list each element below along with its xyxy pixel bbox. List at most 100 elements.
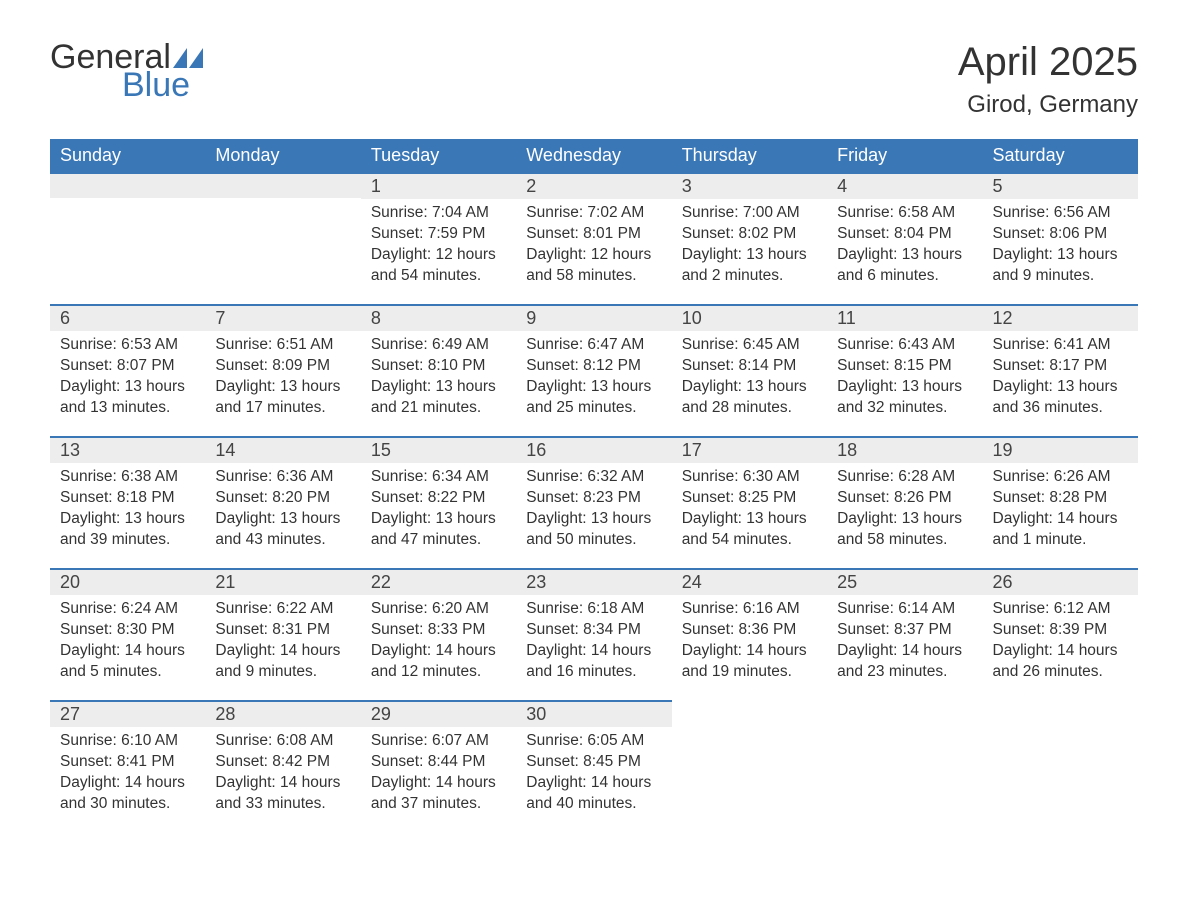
sunset-text: Sunset: 8:41 PM xyxy=(60,752,195,773)
sunrise-text: Sunrise: 6:53 AM xyxy=(60,335,195,356)
day-number: 21 xyxy=(205,568,360,595)
calendar-day-empty xyxy=(672,700,827,832)
sunset-text: Sunset: 8:37 PM xyxy=(837,620,972,641)
calendar-week: 13Sunrise: 6:38 AMSunset: 8:18 PMDayligh… xyxy=(50,436,1138,568)
sunrise-text: Sunrise: 7:04 AM xyxy=(371,203,506,224)
daylight-text: Daylight: 13 hours and 6 minutes. xyxy=(837,245,972,287)
sunset-text: Sunset: 8:36 PM xyxy=(682,620,817,641)
sunset-text: Sunset: 8:12 PM xyxy=(526,356,661,377)
day-header: Thursday xyxy=(672,139,827,172)
calendar-day: 25Sunrise: 6:14 AMSunset: 8:37 PMDayligh… xyxy=(827,568,982,700)
calendar-day: 12Sunrise: 6:41 AMSunset: 8:17 PMDayligh… xyxy=(983,304,1138,436)
sunrise-text: Sunrise: 7:02 AM xyxy=(526,203,661,224)
logo-word-2: Blue xyxy=(50,68,203,102)
daylight-text: Daylight: 13 hours and 2 minutes. xyxy=(682,245,817,287)
daylight-text: Daylight: 13 hours and 54 minutes. xyxy=(682,509,817,551)
daylight-text: Daylight: 13 hours and 28 minutes. xyxy=(682,377,817,419)
day-content: Sunrise: 6:58 AMSunset: 8:04 PMDaylight:… xyxy=(827,199,982,293)
sunrise-text: Sunrise: 6:32 AM xyxy=(526,467,661,488)
sunrise-text: Sunrise: 6:58 AM xyxy=(837,203,972,224)
sunrise-text: Sunrise: 6:24 AM xyxy=(60,599,195,620)
calendar-week: 6Sunrise: 6:53 AMSunset: 8:07 PMDaylight… xyxy=(50,304,1138,436)
day-content: Sunrise: 6:45 AMSunset: 8:14 PMDaylight:… xyxy=(672,331,827,425)
calendar-day: 16Sunrise: 6:32 AMSunset: 8:23 PMDayligh… xyxy=(516,436,671,568)
sunset-text: Sunset: 8:15 PM xyxy=(837,356,972,377)
daylight-text: Daylight: 14 hours and 16 minutes. xyxy=(526,641,661,683)
day-content: Sunrise: 6:34 AMSunset: 8:22 PMDaylight:… xyxy=(361,463,516,557)
daylight-text: Daylight: 13 hours and 9 minutes. xyxy=(993,245,1128,287)
daylight-text: Daylight: 13 hours and 13 minutes. xyxy=(60,377,195,419)
day-number: 24 xyxy=(672,568,827,595)
day-content: Sunrise: 6:07 AMSunset: 8:44 PMDaylight:… xyxy=(361,727,516,821)
sunset-text: Sunset: 8:28 PM xyxy=(993,488,1128,509)
sunrise-text: Sunrise: 6:49 AM xyxy=(371,335,506,356)
title-block: April 2025 Girod, Germany xyxy=(958,40,1138,119)
day-content: Sunrise: 6:08 AMSunset: 8:42 PMDaylight:… xyxy=(205,727,360,821)
day-content: Sunrise: 7:00 AMSunset: 8:02 PMDaylight:… xyxy=(672,199,827,293)
day-header-row: SundayMondayTuesdayWednesdayThursdayFrid… xyxy=(50,139,1138,172)
sunset-text: Sunset: 8:20 PM xyxy=(215,488,350,509)
day-content: Sunrise: 6:32 AMSunset: 8:23 PMDaylight:… xyxy=(516,463,671,557)
calendar-day: 14Sunrise: 6:36 AMSunset: 8:20 PMDayligh… xyxy=(205,436,360,568)
sunrise-text: Sunrise: 6:43 AM xyxy=(837,335,972,356)
calendar-day-empty xyxy=(50,172,205,304)
calendar-day: 23Sunrise: 6:18 AMSunset: 8:34 PMDayligh… xyxy=(516,568,671,700)
calendar-week: 1Sunrise: 7:04 AMSunset: 7:59 PMDaylight… xyxy=(50,172,1138,304)
sunrise-text: Sunrise: 7:00 AM xyxy=(682,203,817,224)
day-number: 10 xyxy=(672,304,827,331)
daylight-text: Daylight: 13 hours and 50 minutes. xyxy=(526,509,661,551)
day-content: Sunrise: 6:22 AMSunset: 8:31 PMDaylight:… xyxy=(205,595,360,689)
day-number: 25 xyxy=(827,568,982,595)
calendar-day: 3Sunrise: 7:00 AMSunset: 8:02 PMDaylight… xyxy=(672,172,827,304)
page-subtitle: Girod, Germany xyxy=(958,91,1138,119)
sunrise-text: Sunrise: 6:26 AM xyxy=(993,467,1128,488)
day-content: Sunrise: 7:04 AMSunset: 7:59 PMDaylight:… xyxy=(361,199,516,293)
day-number: 2 xyxy=(516,172,671,199)
daylight-text: Daylight: 13 hours and 39 minutes. xyxy=(60,509,195,551)
day-header: Sunday xyxy=(50,139,205,172)
day-content: Sunrise: 6:14 AMSunset: 8:37 PMDaylight:… xyxy=(827,595,982,689)
daylight-text: Daylight: 13 hours and 17 minutes. xyxy=(215,377,350,419)
calendar-day: 9Sunrise: 6:47 AMSunset: 8:12 PMDaylight… xyxy=(516,304,671,436)
daylight-text: Daylight: 14 hours and 40 minutes. xyxy=(526,773,661,815)
sunrise-text: Sunrise: 6:41 AM xyxy=(993,335,1128,356)
day-header: Wednesday xyxy=(516,139,671,172)
day-content: Sunrise: 6:49 AMSunset: 8:10 PMDaylight:… xyxy=(361,331,516,425)
empty-day-bar xyxy=(50,172,205,198)
calendar-day-empty xyxy=(205,172,360,304)
day-content: Sunrise: 7:02 AMSunset: 8:01 PMDaylight:… xyxy=(516,199,671,293)
sunrise-text: Sunrise: 6:12 AM xyxy=(993,599,1128,620)
calendar-day: 4Sunrise: 6:58 AMSunset: 8:04 PMDaylight… xyxy=(827,172,982,304)
daylight-text: Daylight: 12 hours and 54 minutes. xyxy=(371,245,506,287)
daylight-text: Daylight: 14 hours and 12 minutes. xyxy=(371,641,506,683)
day-content: Sunrise: 6:05 AMSunset: 8:45 PMDaylight:… xyxy=(516,727,671,821)
sunrise-text: Sunrise: 6:22 AM xyxy=(215,599,350,620)
day-header: Saturday xyxy=(983,139,1138,172)
sunrise-text: Sunrise: 6:07 AM xyxy=(371,731,506,752)
day-number: 19 xyxy=(983,436,1138,463)
daylight-text: Daylight: 12 hours and 58 minutes. xyxy=(526,245,661,287)
day-content: Sunrise: 6:51 AMSunset: 8:09 PMDaylight:… xyxy=(205,331,360,425)
daylight-text: Daylight: 14 hours and 9 minutes. xyxy=(215,641,350,683)
daylight-text: Daylight: 14 hours and 33 minutes. xyxy=(215,773,350,815)
calendar-day: 1Sunrise: 7:04 AMSunset: 7:59 PMDaylight… xyxy=(361,172,516,304)
sunset-text: Sunset: 8:10 PM xyxy=(371,356,506,377)
sunset-text: Sunset: 8:01 PM xyxy=(526,224,661,245)
day-content: Sunrise: 6:18 AMSunset: 8:34 PMDaylight:… xyxy=(516,595,671,689)
calendar-day: 27Sunrise: 6:10 AMSunset: 8:41 PMDayligh… xyxy=(50,700,205,832)
sunrise-text: Sunrise: 6:36 AM xyxy=(215,467,350,488)
sunset-text: Sunset: 8:14 PM xyxy=(682,356,817,377)
day-number: 18 xyxy=(827,436,982,463)
daylight-text: Daylight: 13 hours and 25 minutes. xyxy=(526,377,661,419)
daylight-text: Daylight: 14 hours and 26 minutes. xyxy=(993,641,1128,683)
sunrise-text: Sunrise: 6:18 AM xyxy=(526,599,661,620)
sunset-text: Sunset: 8:02 PM xyxy=(682,224,817,245)
daylight-text: Daylight: 13 hours and 58 minutes. xyxy=(837,509,972,551)
calendar-day-empty xyxy=(827,700,982,832)
sunset-text: Sunset: 8:42 PM xyxy=(215,752,350,773)
day-header: Friday xyxy=(827,139,982,172)
day-content: Sunrise: 6:26 AMSunset: 8:28 PMDaylight:… xyxy=(983,463,1138,557)
daylight-text: Daylight: 14 hours and 5 minutes. xyxy=(60,641,195,683)
calendar-day: 24Sunrise: 6:16 AMSunset: 8:36 PMDayligh… xyxy=(672,568,827,700)
calendar-day: 17Sunrise: 6:30 AMSunset: 8:25 PMDayligh… xyxy=(672,436,827,568)
